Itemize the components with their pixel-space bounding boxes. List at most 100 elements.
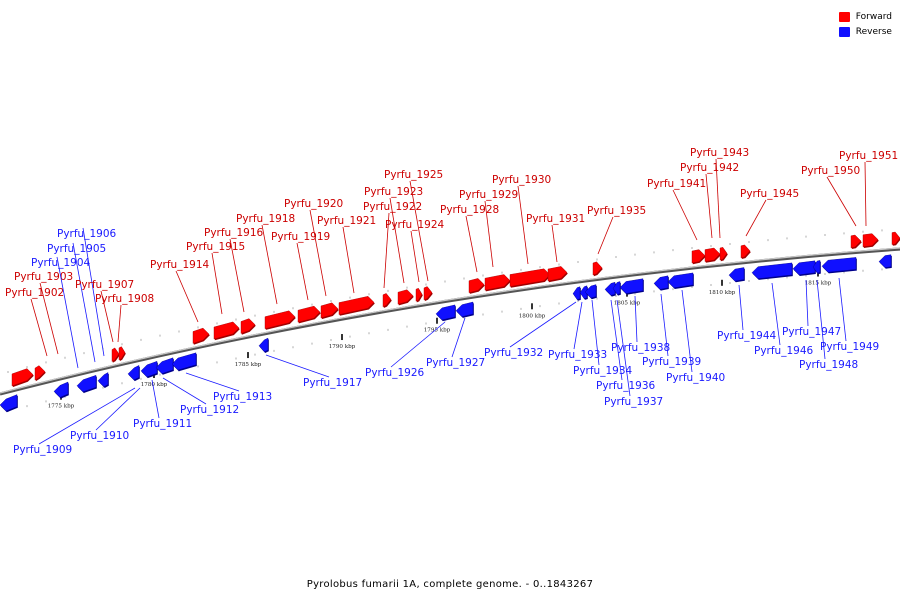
gene-pyrfu-1910 (127, 365, 140, 381)
gene-pyrfu-1908 (118, 346, 126, 361)
gene-pyrfu-1905 (76, 375, 97, 393)
gene-label: Pyrfu_1922 (363, 201, 422, 213)
gene-label: Pyrfu_1943 (690, 147, 749, 159)
gene-pyrfu-1919 (297, 305, 321, 323)
scale-tick-label: 1810 kbp (709, 290, 736, 296)
gene-pyrfu-1922 (382, 293, 392, 308)
genome-caption: Pyrolobus fumarii 1A, complete genome. -… (306, 579, 594, 590)
leader-line (745, 199, 767, 237)
gene-label: Pyrfu_1951 (839, 150, 898, 162)
leader-line (715, 158, 721, 239)
scale-tick-label: 1795 kbp (424, 328, 451, 334)
leader-line (261, 224, 278, 305)
leader-line (551, 224, 558, 263)
gene-label: Pyrfu_1941 (647, 178, 706, 190)
gene-label: Pyrfu_1945 (740, 188, 799, 200)
gene-label: Pyrfu_1911 (133, 418, 192, 430)
gene-label: Pyrfu_1950 (801, 165, 860, 177)
scale-tick-label: 1775 kbp (48, 404, 75, 410)
leader-line (451, 317, 466, 358)
leader-line (56, 256, 79, 369)
gene-label: Pyrfu_1946 (754, 345, 814, 357)
gene-label: Pyrfu_1916 (204, 227, 264, 239)
scale-tick-label: 1805 kbp (614, 301, 641, 307)
leader-line (838, 277, 847, 342)
gene-pyrfu-1924 (415, 287, 423, 302)
leader-line (175, 270, 199, 323)
gene-pyrfu-1904 (53, 381, 69, 398)
gene-label: Pyrfu_1940 (666, 372, 725, 384)
legend-forward-label: Forward (855, 11, 892, 22)
gene-label: Pyrfu_1905 (47, 243, 106, 255)
gene-label: Pyrfu_1923 (364, 186, 423, 198)
leader-line (660, 293, 669, 357)
gene-pyrfu-1906 (97, 372, 109, 388)
gene-pyrfu-1930 (509, 268, 551, 287)
leader-line (82, 227, 105, 357)
leader-line (616, 299, 631, 397)
leader-line (517, 185, 529, 265)
leader-line (738, 284, 744, 331)
gene-pyrfu-1932 (572, 286, 581, 300)
gene-pyrfu-1951 (862, 233, 879, 248)
gene-label: Pyrfu_1909 (13, 444, 72, 456)
gene-label: Pyrfu_1924 (385, 219, 445, 231)
gene-label: Pyrfu_1932 (484, 347, 543, 359)
gene-label: Pyrfu_1927 (426, 357, 485, 369)
gene-pyrfu-1942 (704, 247, 721, 262)
gene-label: Pyrfu_1933 (548, 349, 607, 361)
forward-swatch (838, 11, 850, 22)
leader-line (771, 282, 781, 346)
gene-pyrfu-1929 (484, 274, 511, 291)
gene-label: Pyrfu_1921 (317, 215, 376, 227)
leader-line (389, 197, 405, 284)
leader-line (705, 173, 713, 239)
gene-label: Pyrfu_1925 (384, 169, 443, 181)
scale-tick-label: 1815 kbp (805, 281, 832, 287)
gene-label: Pyrfu_1931 (526, 213, 585, 225)
leader-line (805, 279, 809, 327)
backbone (0, 247, 900, 394)
gene-pyrfu-1913 (171, 352, 197, 371)
gene-pyrfu-1939 (653, 275, 669, 290)
gene-label: Pyrfu_1939 (642, 356, 701, 368)
leader-line (509, 301, 577, 348)
leader-line (597, 216, 614, 255)
legend-item-forward: Forward (838, 9, 892, 24)
gene-label: Pyrfu_1949 (820, 341, 879, 353)
gene-pyrfu-1946 (751, 262, 793, 279)
gene-label: Pyrfu_1935 (587, 205, 646, 217)
gene-label: Pyrfu_1937 (604, 396, 663, 408)
gene-label: Pyrfu_1906 (57, 228, 117, 240)
scale-tick-label: 1785 kbp (235, 362, 262, 368)
gene-label: Pyrfu_1915 (186, 241, 245, 253)
gene-label: Pyrfu_1948 (799, 359, 858, 371)
gene-label: Pyrfu_1942 (680, 162, 739, 174)
gene-pyrfu-1948 (812, 260, 821, 274)
leader-line (409, 180, 429, 282)
gene-label: Pyrfu_1914 (150, 259, 210, 271)
leader-line (265, 354, 330, 378)
gene-label: Pyrfu_1926 (365, 367, 425, 379)
gene-label: Pyrfu_1947 (782, 326, 841, 338)
gene-pyrfu-1943 (719, 247, 728, 261)
leader-line (95, 387, 141, 431)
leader-line (573, 301, 583, 350)
leader-line (410, 230, 420, 283)
leader-line (826, 176, 857, 227)
gene-label: Pyrfu_1902 (5, 287, 64, 299)
gene-label: Pyrfu_1910 (70, 430, 129, 442)
leader-line (30, 298, 48, 357)
gene-pyrfu-1947 (792, 260, 816, 276)
gene-label: Pyrfu_1920 (284, 198, 343, 210)
gene-pyrfu-1944 (728, 267, 745, 282)
gene-pyrfu-1917 (258, 337, 269, 353)
scale-tick-label: 1800 kbp (519, 313, 546, 319)
gene-label: Pyrfu_1908 (95, 293, 154, 305)
leader-line (309, 209, 327, 297)
gene-pyrfu-1925 (423, 286, 433, 301)
leader-line (681, 289, 693, 373)
gene-label: Pyrfu_1929 (459, 189, 518, 201)
gene-label: Pyrfu_1917 (303, 377, 362, 389)
gene-label: Pyrfu_1928 (440, 204, 499, 216)
